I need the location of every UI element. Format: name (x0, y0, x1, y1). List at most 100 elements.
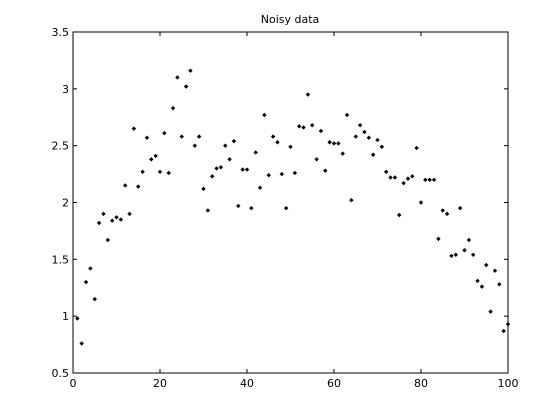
data-point (162, 130, 167, 136)
y-axis-tick-labels: 0.5 1 1.5 2 2.5 3 3.5 (52, 26, 70, 380)
data-point (397, 212, 402, 218)
data-point (275, 140, 280, 145)
data-point (149, 157, 154, 162)
data-point (440, 208, 445, 213)
data-point (101, 211, 106, 217)
data-point (236, 203, 241, 209)
data-point (175, 75, 180, 80)
y-tick-label: 1 (62, 310, 69, 323)
y-tick-label: 0.5 (52, 367, 70, 380)
data-point (214, 166, 219, 171)
data-point (153, 153, 158, 159)
y-tick-label: 3 (62, 83, 69, 96)
data-point (349, 198, 354, 203)
data-point (109, 218, 115, 223)
data-point (388, 175, 393, 180)
data-point (318, 128, 324, 134)
data-point (362, 129, 367, 135)
data-point (92, 296, 97, 302)
data-point (344, 112, 350, 118)
data-point (157, 169, 163, 175)
data-point (297, 124, 302, 129)
data-point (288, 144, 293, 150)
data-point (88, 266, 93, 271)
data-point (240, 167, 245, 172)
data-point (462, 248, 467, 253)
data-point (310, 123, 315, 128)
data-point (75, 316, 80, 321)
data-point (183, 84, 189, 89)
data-point (505, 321, 511, 327)
data-point (370, 152, 376, 157)
data-point (488, 309, 493, 314)
data-point (453, 252, 458, 257)
data-point (166, 170, 171, 176)
y-tick-label: 1.5 (52, 253, 70, 266)
data-point (423, 177, 428, 182)
data-point (484, 262, 489, 268)
data-point (323, 168, 328, 173)
data-point (410, 174, 415, 179)
data-point (475, 278, 480, 284)
y-tick-label: 2 (62, 197, 69, 210)
data-point (270, 134, 276, 139)
data-point (114, 215, 119, 220)
data-point (127, 211, 132, 217)
data-point (497, 282, 502, 287)
data-point (471, 252, 476, 257)
x-tick-label: 20 (153, 377, 167, 390)
data-point (427, 177, 432, 182)
data-point (336, 141, 341, 146)
x-tick-label: 60 (327, 377, 341, 390)
data-point (379, 144, 385, 150)
data-point (301, 125, 306, 130)
data-point (353, 134, 358, 139)
data-point (418, 200, 424, 205)
data-point (223, 143, 228, 148)
data-point (283, 205, 289, 211)
data-point (449, 253, 454, 259)
data-point (331, 141, 337, 146)
data-point (105, 237, 110, 243)
data-point (405, 176, 411, 181)
y-tick-label: 3.5 (52, 26, 70, 39)
data-point (131, 126, 137, 131)
data-point (366, 135, 371, 140)
data-point (340, 151, 345, 156)
data-point (83, 279, 89, 285)
data-point (218, 165, 224, 170)
data-point (444, 211, 450, 217)
data-point (205, 208, 211, 213)
data-point (501, 328, 506, 334)
data-points (75, 68, 511, 346)
data-point (414, 145, 419, 151)
data-point (192, 143, 197, 148)
data-point (392, 175, 398, 180)
data-point (466, 237, 472, 243)
data-point (123, 183, 128, 188)
data-point (266, 173, 271, 178)
data-point (253, 150, 258, 155)
data-point (201, 186, 206, 192)
y-tick-label: 2.5 (52, 140, 70, 153)
data-point (492, 268, 498, 273)
x-tick-label: 40 (240, 377, 254, 390)
data-point (179, 134, 184, 139)
data-point (327, 140, 332, 145)
data-point (244, 167, 250, 172)
x-tick-label: 100 (498, 377, 519, 390)
data-point (262, 112, 267, 118)
data-point (210, 174, 215, 179)
data-point (279, 171, 284, 177)
data-point (96, 220, 102, 226)
chart-title: Noisy data (261, 13, 320, 26)
x-tick-label: 80 (414, 377, 428, 390)
data-point (401, 180, 406, 186)
data-point (136, 184, 141, 189)
data-point (431, 177, 437, 182)
data-point (375, 137, 380, 143)
data-point (357, 123, 363, 128)
data-point (170, 105, 176, 111)
x-axis-tick-labels: 0 20 40 60 80 100 (70, 377, 519, 390)
